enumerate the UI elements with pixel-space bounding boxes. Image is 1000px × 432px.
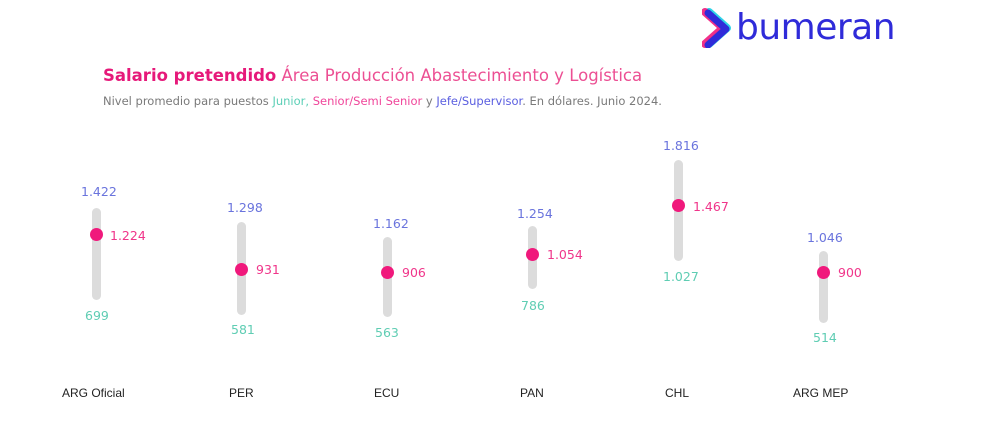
jefe-value: 1.816 <box>663 138 699 153</box>
senior-value: 900 <box>838 265 862 280</box>
legend-senior: Senior/Semi Senior <box>312 94 423 108</box>
bumeran-logo: bumeran <box>702 7 896 48</box>
legend-junior: Junior <box>272 94 306 108</box>
senior-dot <box>90 228 103 241</box>
jefe-value: 1.046 <box>807 230 843 245</box>
senior-value: 1.467 <box>693 199 729 214</box>
subtitle-sep: y <box>422 94 437 108</box>
junior-value: 514 <box>813 330 837 345</box>
senior-dot <box>235 263 248 276</box>
jefe-value: 1.298 <box>227 200 263 215</box>
subtitle-prefix: Nivel promedio para puestos <box>103 94 273 108</box>
senior-value: 1.054 <box>547 247 583 262</box>
senior-value: 931 <box>256 262 280 277</box>
senior-dot <box>817 266 830 279</box>
subtitle-suffix: . En dólares. Junio 2024. <box>522 94 662 108</box>
jefe-value: 1.162 <box>373 216 409 231</box>
range-bar <box>92 208 101 300</box>
jefe-value: 1.254 <box>517 206 553 221</box>
senior-dot <box>381 266 394 279</box>
brand-name: bumeran <box>736 7 896 48</box>
title-bold: Salario pretendido <box>103 66 277 85</box>
jefe-value: 1.422 <box>81 184 117 199</box>
junior-value: 581 <box>231 322 255 337</box>
range-bar <box>819 251 828 323</box>
category-label: ARG MEP <box>793 386 849 400</box>
junior-value: 1.027 <box>663 269 699 284</box>
category-label: PAN <box>520 386 544 400</box>
junior-value: 699 <box>85 308 109 323</box>
title-rest: Área Producción Abastecimiento y Logísti… <box>281 66 643 85</box>
junior-value: 563 <box>375 325 399 340</box>
bumeran-chevron-icon <box>702 8 731 48</box>
chart-title: Salario pretendido Área Producción Abast… <box>103 66 642 85</box>
junior-value: 786 <box>521 298 545 313</box>
senior-dot <box>672 199 685 212</box>
category-label: ARG Oficial <box>62 386 125 400</box>
senior-value: 1.224 <box>110 228 146 243</box>
category-label: CHL <box>665 386 690 400</box>
senior-value: 906 <box>402 265 426 280</box>
chart-subtitle: Nivel promedio para puestos Junior, Seni… <box>103 94 662 108</box>
senior-dot <box>526 248 539 261</box>
legend-jefe: Jefe/Supervisor <box>436 94 523 108</box>
category-label: PER <box>229 386 254 400</box>
subtitle-sep: , <box>305 94 313 108</box>
category-label: ECU <box>374 386 400 400</box>
